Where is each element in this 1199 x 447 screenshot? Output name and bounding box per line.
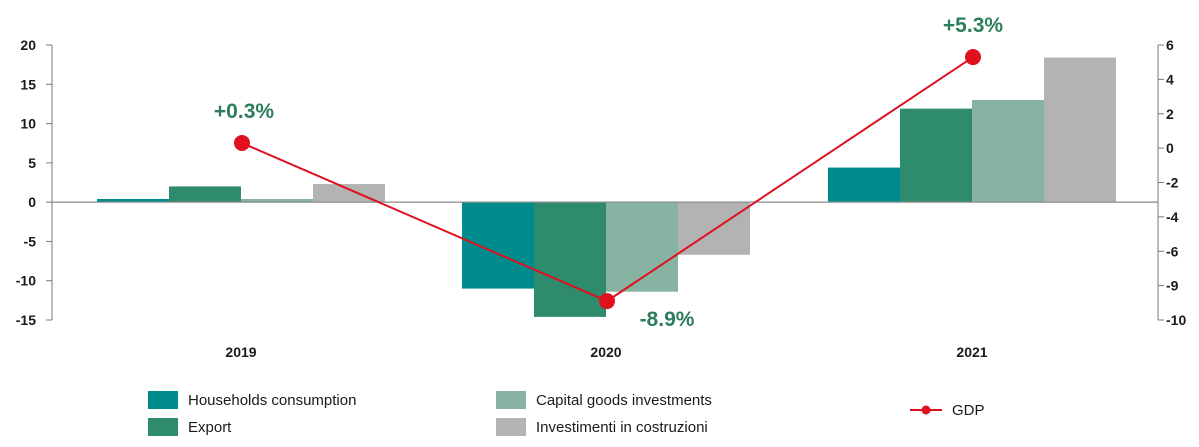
right-axis-tick-label: 6	[1166, 37, 1174, 53]
legend-label: Export	[188, 419, 232, 436]
gdp-data-label: +0.3%	[214, 100, 274, 123]
legend-swatch	[148, 391, 178, 409]
legend: Households consumption Export Capital good…	[148, 391, 985, 436]
bar	[534, 202, 606, 317]
category-labels: 2019 2020 2021	[225, 344, 987, 360]
legend-label: GDP	[952, 402, 985, 419]
bars	[97, 57, 1116, 317]
bar	[462, 202, 534, 289]
bar	[972, 100, 1044, 203]
right-axis-tick-label: -2	[1166, 175, 1179, 191]
right-axis-tick-label: -10	[1166, 312, 1186, 328]
left-axis-tick-label: -5	[24, 233, 37, 249]
category-label: 2020	[590, 344, 621, 360]
left-axis-tick-label: 5	[28, 155, 36, 171]
gdp-point	[965, 49, 981, 66]
legend-swatch	[496, 418, 526, 436]
left-axis-tick-label: -10	[16, 273, 36, 289]
legend-label: Capital goods investments	[536, 392, 712, 409]
left-axis-tick-label: 20	[20, 37, 36, 53]
bar	[1044, 57, 1116, 203]
right-axis-tick-label: -6	[1166, 243, 1179, 259]
right-axis: 6 4 2 0 -2 -4 -6 -9 -10	[1157, 37, 1186, 328]
bar	[241, 199, 313, 203]
legend-swatch	[148, 418, 178, 436]
right-axis-tick-label: 4	[1166, 71, 1174, 87]
right-axis-tick-label: 0	[1166, 140, 1174, 156]
gdp-point	[599, 293, 615, 310]
category-label: 2021	[956, 344, 987, 360]
bar	[97, 199, 169, 203]
category-label: 2019	[225, 344, 256, 360]
legend-label: Households consumption	[188, 392, 356, 409]
bar	[900, 108, 972, 203]
gdp-point	[234, 134, 250, 151]
bar	[169, 186, 241, 203]
right-axis-tick-label: -9	[1166, 278, 1179, 294]
right-axis-tick-label: 2	[1166, 106, 1174, 122]
left-axis-tick-label: -15	[16, 312, 36, 328]
legend-label: Investimenti in costruzioni	[536, 419, 708, 436]
left-axis-tick-label: 0	[28, 194, 36, 210]
legend-swatch	[496, 391, 526, 409]
left-axis-tick-label: 10	[20, 116, 36, 132]
right-axis-tick-label: -4	[1166, 209, 1179, 225]
left-axis-tick-label: 15	[20, 76, 36, 92]
left-axis: 20 15 10 5 0 -5 -10 -15	[16, 37, 53, 328]
gdp-data-label: -8.9%	[640, 308, 695, 331]
legend-gdp-marker	[921, 405, 931, 415]
gdp-line: +0.3% -8.9% +5.3%	[214, 14, 1003, 331]
gdp-data-label: +5.3%	[943, 14, 1003, 37]
bar	[828, 167, 900, 203]
